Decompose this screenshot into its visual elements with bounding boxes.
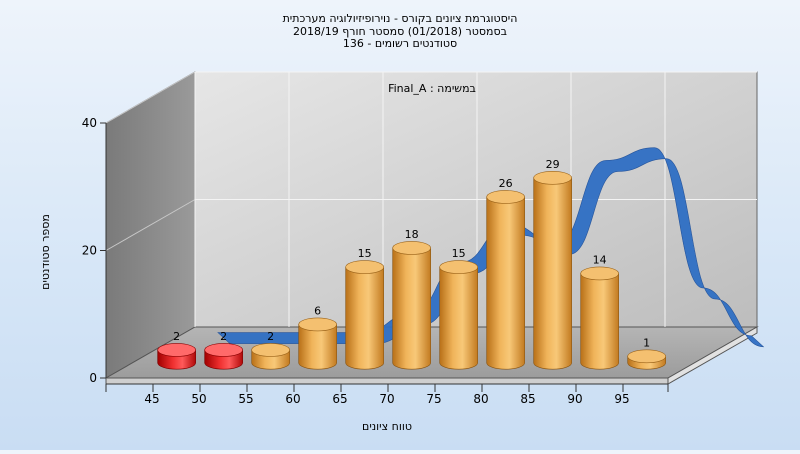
bar-top-80: [486, 190, 525, 204]
x-tick-label-60: 60: [285, 392, 300, 406]
bar-top-75: [439, 260, 478, 274]
bars: [157, 171, 666, 370]
y-tick-label-0: 0: [89, 371, 97, 385]
bar-70: [392, 241, 431, 370]
data-label-60: 6: [314, 304, 321, 317]
plot-frame: [104, 71, 759, 385]
x-axis-title: טווח ציונים: [362, 420, 412, 433]
data-label-75: 15: [452, 247, 466, 260]
bar-60: [298, 317, 337, 370]
bar-top-65: [345, 260, 384, 274]
floor-front-edge: [105, 377, 669, 385]
bar-45: [157, 343, 196, 370]
bar-body-80: [486, 196, 525, 370]
bar-body-90: [580, 273, 619, 370]
x-tick-label-70: 70: [379, 392, 394, 406]
bar-50: [204, 343, 243, 370]
gridline-left-1: [105, 199, 196, 251]
gridline-left-2: [105, 71, 196, 124]
data-label-70: 18: [405, 228, 419, 241]
x-tick-label-75: 75: [426, 392, 441, 406]
bar-95: [627, 349, 666, 370]
bar-top-50: [204, 343, 243, 357]
data-label-50: 2: [220, 330, 227, 343]
chart-title: היסטוגרמת ציונים בקורס - נוירופיזיולוגיה…: [283, 12, 518, 50]
floor-right-edge: [667, 326, 758, 385]
data-label-90: 14: [593, 253, 607, 266]
data-label-95: 1: [643, 336, 650, 349]
bar-body-70: [392, 247, 431, 370]
x-tick-label-55: 55: [238, 392, 253, 406]
data-label-45: 2: [173, 330, 180, 343]
y-tick-label-1: 20: [82, 244, 97, 258]
bar-body-85: [533, 177, 572, 370]
bar-90: [580, 266, 619, 370]
data-label-65: 15: [358, 247, 372, 260]
y-axis-title: מספר סטודנטים: [39, 214, 52, 290]
bar-65: [345, 260, 384, 370]
bar-85: [533, 171, 572, 370]
bar-top-70: [392, 241, 431, 255]
plot-annotation: במשימה : Final_A: [388, 82, 476, 95]
x-tick-label-90: 90: [567, 392, 582, 406]
bar-top-90: [580, 266, 619, 281]
bar-80: [486, 190, 525, 370]
data-label-80: 26: [499, 177, 513, 190]
y-tick-label-2: 40: [82, 116, 97, 130]
title-line-3: סטודנטים רשומים - 136: [343, 37, 457, 50]
x-tick-label-95: 95: [614, 392, 629, 406]
x-tick-label-85: 85: [520, 392, 535, 406]
x-tick-label-65: 65: [332, 392, 347, 406]
bar-top-85: [533, 171, 572, 185]
bar-top-95: [627, 349, 666, 364]
bar-75: [439, 260, 478, 370]
x-tick-label-50: 50: [191, 392, 206, 406]
data-label-55: 2: [267, 330, 274, 343]
title-line-1: היסטוגרמת ציונים בקורס - נוירופיזיולוגיה…: [283, 12, 518, 25]
bar-top-55: [251, 343, 290, 357]
bar-body-65: [345, 266, 384, 370]
bar-body-60: [298, 324, 337, 370]
axes: 0 20 40 45 50 55 60 65 70 75 80 85 90 95: [82, 116, 669, 406]
bar-top-45: [157, 343, 196, 357]
x-tick-label-45: 45: [144, 392, 159, 406]
x-tick-label-80: 80: [473, 392, 488, 406]
bar-top-60: [298, 317, 337, 332]
data-label-85: 29: [546, 158, 560, 171]
bar-55: [251, 343, 290, 370]
gridlines: [105, 71, 757, 327]
bar-body-75: [439, 266, 478, 370]
title-line-2: בסמסטר (01/2018) סמסטר חורף 2018/19: [293, 25, 507, 38]
